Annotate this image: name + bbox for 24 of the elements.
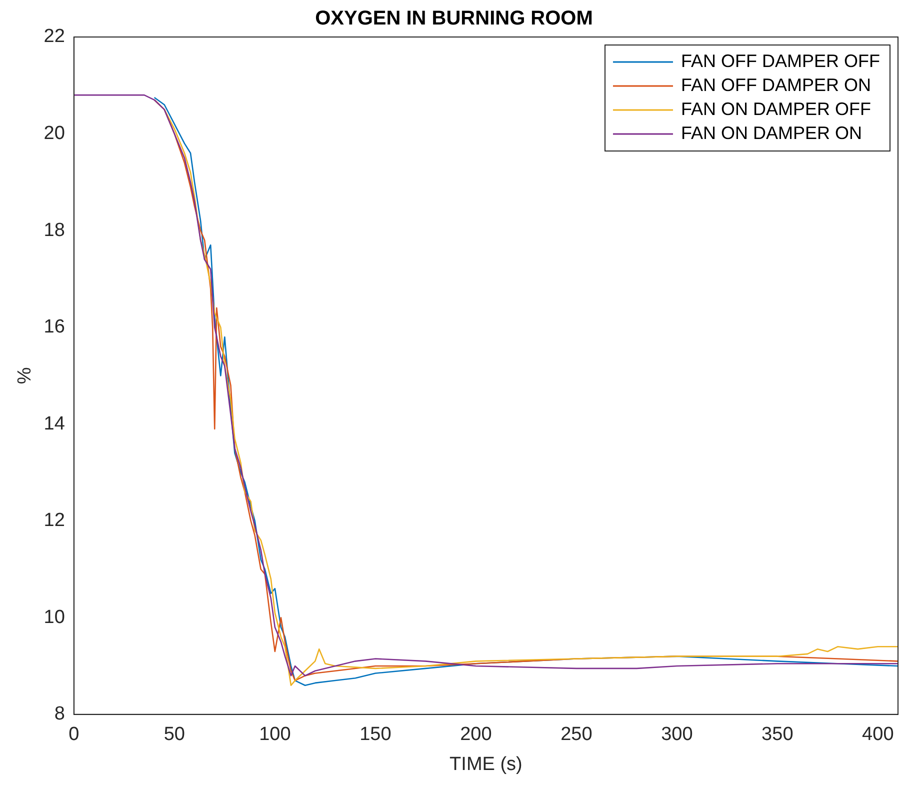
y-tick-label: 18: [44, 220, 65, 241]
legend-label: FAN OFF DAMPER ON: [681, 74, 872, 95]
x-axis-title: TIME (s): [450, 754, 522, 775]
x-tick-label: 300: [661, 724, 693, 746]
x-tick-label: 150: [360, 724, 392, 746]
y-tick-label: 8: [54, 704, 65, 725]
x-tick-label: 0: [68, 724, 80, 746]
legend-label: FAN ON DAMPER ON: [681, 122, 862, 143]
x-tick-label: 350: [762, 724, 794, 746]
y-tick-label: 20: [44, 123, 65, 144]
chart-title: OXYGEN IN BURNING ROOM: [315, 8, 593, 30]
y-tick-label: 16: [44, 316, 65, 338]
y-tick-label: 14: [44, 413, 66, 434]
x-tick-label: 250: [560, 724, 592, 746]
x-tick-label: 50: [164, 724, 185, 746]
y-tick-label: 12: [44, 510, 65, 532]
x-tick-label: 100: [259, 724, 291, 746]
y-tick-label: 10: [44, 606, 65, 628]
legend-label: FAN OFF DAMPER OFF: [681, 50, 880, 71]
x-tick-label: 200: [460, 724, 492, 746]
legend-label: FAN ON DAMPER OFF: [681, 98, 872, 119]
y-axis-title: %: [14, 367, 36, 384]
y-tick-label: 22: [44, 26, 65, 48]
x-tick-label: 400: [862, 724, 894, 746]
